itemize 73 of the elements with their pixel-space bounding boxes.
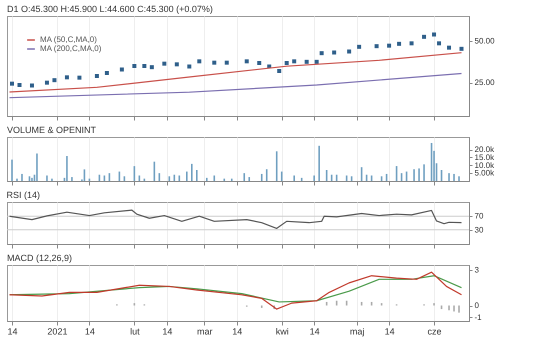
- point: [374, 44, 379, 48]
- chart-title: VOLUME & OPENINT: [7, 125, 97, 135]
- point: [304, 60, 309, 64]
- point: [30, 84, 34, 88]
- x-tick-label: 14: [7, 326, 18, 336]
- point: [320, 51, 324, 56]
- legend-label: MA (200,C,MA,0): [40, 44, 102, 53]
- point: [150, 65, 154, 70]
- chart-title: MACD (12,26,9): [6, 253, 72, 263]
- x-tick-label: mar: [197, 326, 213, 336]
- x-tick-label: 14: [384, 326, 395, 336]
- y-tick-label: 30: [474, 225, 484, 234]
- y-tick-label: 5.00k: [474, 168, 496, 178]
- y-tick-label: 70: [474, 212, 484, 221]
- chart-title: RSI (14): [6, 190, 40, 200]
- point: [197, 59, 202, 64]
- point: [142, 64, 146, 68]
- y-tick-label: 0: [474, 301, 480, 310]
- point: [94, 74, 99, 78]
- point: [277, 69, 282, 73]
- x-tick-label: 2021: [47, 326, 68, 336]
- point: [347, 50, 352, 54]
- point: [174, 62, 179, 66]
- point: [314, 60, 319, 64]
- point: [162, 62, 166, 66]
- point: [410, 41, 414, 46]
- point: [52, 78, 56, 82]
- y-tick-label: 10.0k: [474, 160, 496, 170]
- x-tick-label: maj: [350, 326, 364, 336]
- x-tick-label: 14: [84, 326, 95, 336]
- y-tick-label: -1: [474, 312, 482, 322]
- point: [284, 61, 289, 65]
- line-series: [8, 275, 462, 303]
- point: [292, 59, 296, 64]
- point: [132, 64, 136, 68]
- x-tick-label: 14: [162, 326, 172, 336]
- y-tick-label: 15.0k: [474, 152, 496, 162]
- point: [224, 60, 229, 65]
- point: [104, 71, 109, 75]
- chart-title: D1 O:45.300 H:45.900 L:44.600 C:45.300 (+0.07%): [7, 4, 213, 14]
- line-series: [8, 72, 462, 98]
- x-tick-label: 14: [232, 326, 242, 336]
- point: [397, 42, 402, 46]
- y-tick-label: 25.00: [474, 78, 496, 88]
- x-tick-label: kwi: [276, 326, 289, 336]
- point: [10, 82, 14, 86]
- x-tick-label: 14: [310, 326, 320, 336]
- point: [212, 60, 216, 65]
- point: [244, 59, 249, 64]
- point: [432, 32, 436, 36]
- line-series: [8, 52, 462, 93]
- y-tick-label: 50.00: [474, 36, 496, 46]
- y-tick-label: 20.0k: [474, 145, 496, 154]
- point: [44, 80, 49, 85]
- point: [187, 64, 192, 68]
- line-series: [8, 272, 462, 310]
- point: [77, 76, 82, 80]
- point: [332, 50, 336, 54]
- point: [357, 44, 362, 49]
- x-tick-label: lut: [130, 326, 140, 336]
- legend-label: MA (50,C,MA,0): [40, 35, 98, 44]
- line-series: [8, 210, 462, 230]
- point: [447, 46, 452, 50]
- point: [17, 83, 22, 87]
- point: [257, 61, 262, 65]
- x-tick-label: cze: [428, 326, 442, 336]
- point: [64, 75, 69, 80]
- point: [422, 34, 426, 39]
- point: [120, 68, 124, 72]
- point: [460, 46, 464, 51]
- point: [437, 41, 442, 46]
- point: [387, 44, 392, 48]
- y-tick-label: 3: [474, 265, 480, 274]
